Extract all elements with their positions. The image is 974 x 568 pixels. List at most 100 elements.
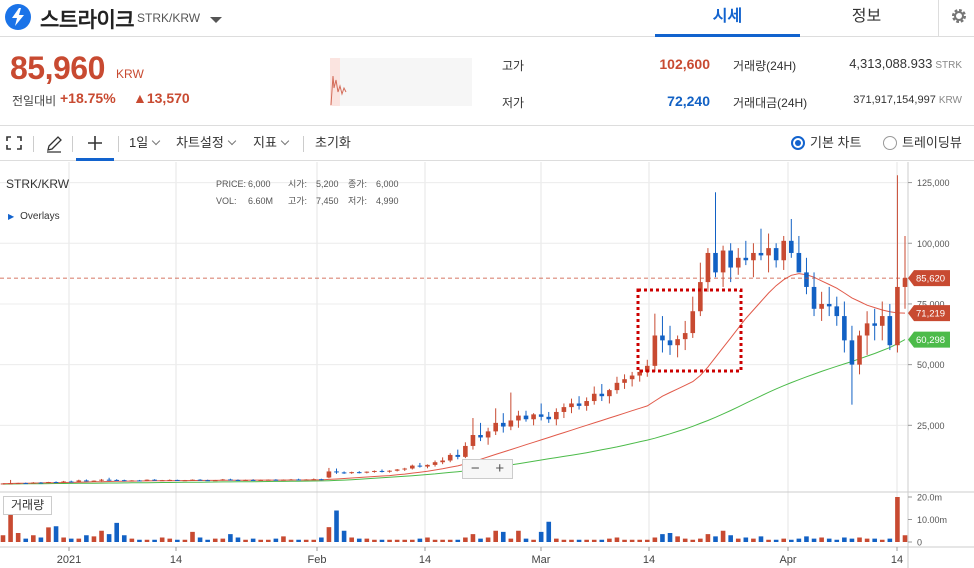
pencil-icon[interactable] [45, 126, 63, 160]
high-value: 102,600 [659, 56, 710, 72]
reset-button[interactable]: 초기화 [315, 135, 351, 150]
volume-bar [46, 527, 51, 542]
volume-bar [895, 497, 900, 542]
legend-high-label: 고가: [288, 196, 308, 206]
candle [523, 410, 529, 422]
candle-body [220, 479, 226, 481]
candle-body [629, 375, 635, 380]
volume-bar [152, 539, 157, 542]
volume-bar [76, 538, 82, 542]
candle-body [258, 479, 264, 481]
crosshair-button[interactable] [76, 126, 114, 161]
volume-bar [106, 534, 112, 542]
candle [182, 479, 188, 482]
volume-toggle-button[interactable]: 거래량 [3, 496, 53, 515]
volume-bar [826, 538, 832, 542]
volume-bar [455, 539, 461, 542]
candle [106, 477, 112, 481]
interval-label: 1일 [129, 135, 149, 150]
tab-info[interactable]: 정보 [851, 8, 882, 25]
candle [144, 479, 150, 482]
interval-dropdown[interactable]: 1일 [129, 126, 161, 160]
chart-symbol: STRK/KRW [6, 177, 70, 191]
indicators-dropdown[interactable]: 지표 [253, 126, 290, 160]
zoom-in-button[interactable]: + [495, 460, 505, 477]
price-chart[interactable]: 125,000 100,000 75,000 50,000 25,000 20.0m 10.… [0, 162, 974, 568]
volume-bar [516, 530, 521, 542]
candle [743, 240, 749, 266]
candle-body [288, 479, 294, 481]
tab-quote[interactable]: 시세 [655, 0, 800, 37]
volume-bar [667, 533, 673, 542]
candle [538, 403, 544, 421]
price-tags: 85,620 71,219 60,298 [908, 270, 950, 348]
candle-body [576, 403, 582, 406]
volume-bar [872, 538, 877, 542]
fullscreen-icon[interactable] [6, 126, 22, 160]
candle-body [667, 340, 673, 346]
candle [0, 483, 6, 485]
candle [440, 457, 445, 465]
candle-body [637, 371, 643, 376]
candle-body [834, 306, 840, 317]
candle-body [341, 472, 347, 474]
volume-bar [440, 539, 445, 542]
candle [561, 403, 567, 419]
candle-body [652, 335, 658, 366]
volume-bar [531, 539, 536, 542]
volume-bar [591, 539, 597, 542]
overlays-toggle[interactable]: ▶ Overlays [8, 211, 60, 222]
candle-body [364, 471, 370, 473]
candle-body [349, 472, 354, 474]
gear-icon[interactable] [950, 7, 968, 30]
candle-body [265, 479, 271, 481]
overlays-label: Overlays [20, 211, 60, 222]
candle-body [303, 479, 309, 481]
candle [410, 464, 415, 470]
chart-settings-label: 차트설정 [176, 135, 224, 150]
candle-body [235, 479, 241, 481]
basic-chart-radio[interactable]: 기본 차트 [791, 126, 861, 160]
candle-body [190, 479, 195, 481]
volume-bar [447, 539, 453, 542]
candle [644, 359, 650, 377]
x-tick-label: Feb [308, 554, 327, 566]
candle [789, 218, 794, 258]
candle-body [682, 333, 688, 340]
chevron-down-icon[interactable] [209, 12, 223, 30]
candle [500, 413, 506, 433]
candle [341, 471, 347, 474]
candle [319, 478, 324, 481]
candle-body [23, 483, 29, 485]
candle-body [584, 401, 589, 406]
volume-bar [220, 538, 226, 542]
legend-vol-label: VOL: [216, 196, 237, 206]
volume-bar [842, 537, 847, 542]
candle-body [887, 316, 893, 346]
zoom-out-button[interactable]: − [470, 460, 480, 477]
chart-toolbar: 1일 차트설정 지표 초기화 기본 차트 트레이딩뷰 [0, 125, 974, 161]
tradingview-radio[interactable]: 트레이딩뷰 [883, 126, 962, 160]
candle [455, 449, 461, 460]
candle-body [175, 479, 180, 481]
chevron-down-icon [280, 136, 290, 146]
candle-body [114, 479, 119, 481]
chart-settings-dropdown[interactable]: 차트설정 [176, 126, 237, 160]
amount-number: 371,917,154,997 [853, 94, 936, 106]
zoom-controls: − + [462, 459, 513, 479]
highlight-box [636, 288, 743, 373]
candle [38, 482, 44, 484]
candle-body [819, 303, 824, 309]
price-tag: 60,298 [908, 331, 950, 348]
volume-bar [235, 537, 241, 542]
candle-body [842, 316, 847, 341]
candle [387, 470, 392, 473]
candle [137, 479, 142, 482]
volume-bar [379, 539, 385, 542]
candle-body [129, 480, 135, 482]
candle-body [607, 390, 612, 397]
candle-body [872, 323, 877, 326]
y-tick-label: 50,000 [917, 360, 945, 370]
legend-open: 5,200 [316, 179, 339, 189]
volume-bar [387, 539, 392, 542]
